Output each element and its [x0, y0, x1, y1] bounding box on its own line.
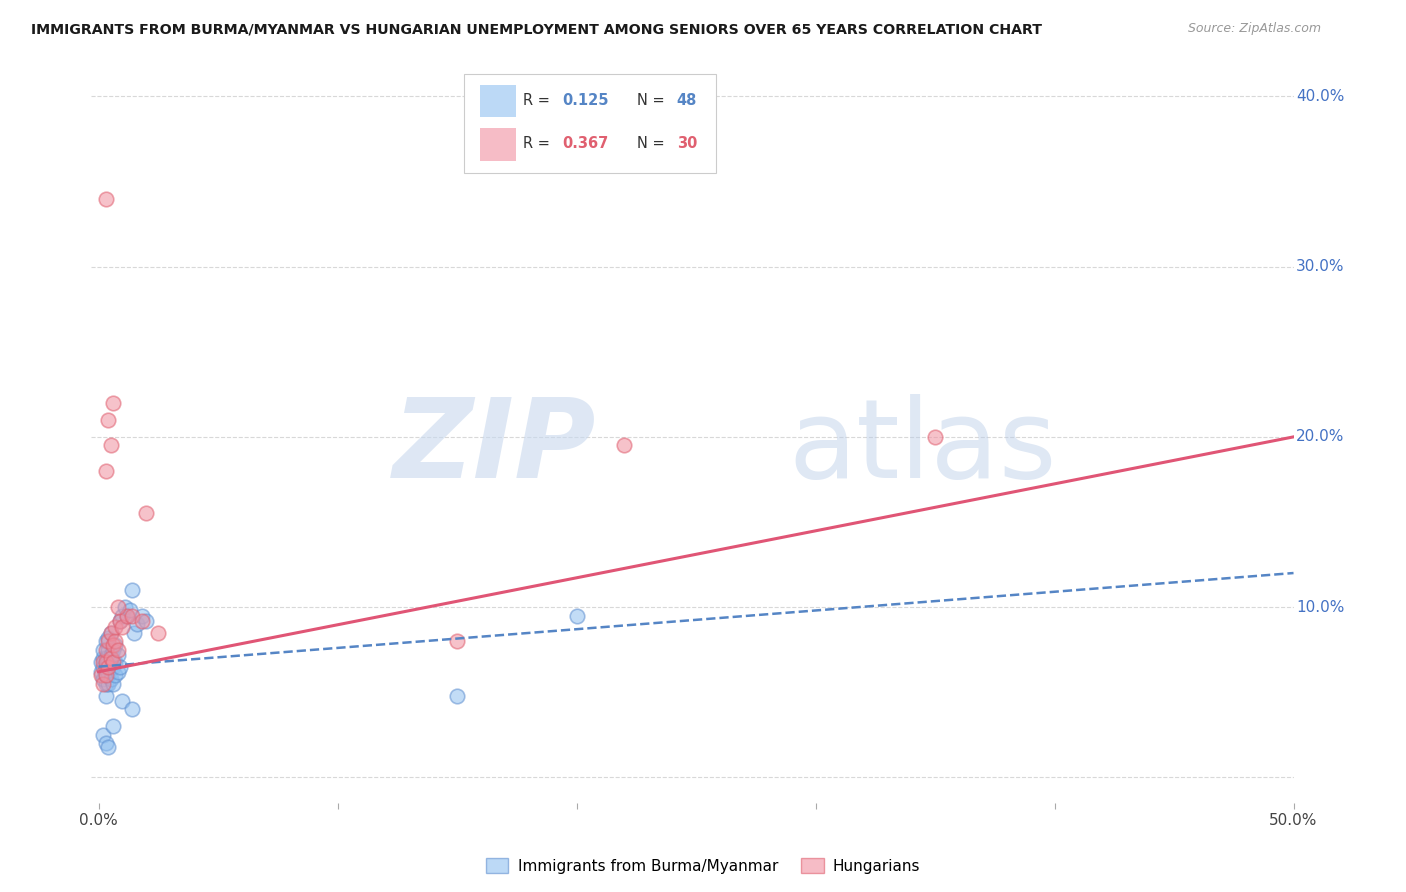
- Point: [97, 659, 120, 673]
- Point: [101, 642, 124, 657]
- Text: R =: R =: [523, 94, 554, 108]
- Text: N =: N =: [637, 94, 669, 108]
- Point: [94, 192, 117, 206]
- Point: [90, 668, 112, 682]
- Point: [125, 617, 148, 632]
- Point: [111, 694, 134, 708]
- Point: [108, 659, 131, 673]
- FancyBboxPatch shape: [479, 85, 516, 117]
- Point: [148, 625, 170, 640]
- Text: 10.0%: 10.0%: [1296, 599, 1344, 615]
- FancyBboxPatch shape: [464, 73, 717, 173]
- Point: [124, 625, 146, 640]
- Point: [90, 665, 112, 679]
- Point: [101, 638, 124, 652]
- Point: [104, 620, 127, 634]
- Point: [107, 600, 129, 615]
- Point: [91, 728, 114, 742]
- Point: [135, 507, 157, 521]
- Point: [114, 600, 136, 615]
- Point: [107, 665, 129, 679]
- Point: [94, 651, 117, 665]
- Point: [94, 736, 117, 750]
- Point: [91, 676, 114, 690]
- Point: [111, 608, 134, 623]
- Point: [94, 634, 117, 648]
- Point: [97, 739, 120, 754]
- Point: [97, 676, 120, 690]
- Text: 30: 30: [676, 136, 697, 151]
- Point: [94, 655, 117, 669]
- Point: [90, 655, 112, 669]
- Point: [100, 659, 122, 673]
- Legend: Immigrants from Burma/Myanmar, Hungarians: Immigrants from Burma/Myanmar, Hungarian…: [479, 852, 927, 880]
- Point: [94, 676, 117, 690]
- Point: [94, 668, 117, 682]
- Point: [446, 634, 468, 648]
- Point: [91, 651, 114, 665]
- Point: [121, 702, 143, 716]
- Point: [121, 582, 143, 597]
- Point: [94, 464, 117, 478]
- Point: [94, 668, 117, 682]
- Point: [91, 655, 114, 669]
- Point: [118, 603, 141, 617]
- Text: 40.0%: 40.0%: [1296, 89, 1344, 104]
- Point: [94, 659, 117, 673]
- Point: [97, 631, 120, 645]
- Point: [94, 642, 117, 657]
- Point: [107, 642, 129, 657]
- Point: [104, 638, 127, 652]
- Point: [97, 655, 120, 669]
- Point: [94, 689, 117, 703]
- Point: [100, 625, 122, 640]
- Point: [100, 648, 122, 662]
- Point: [104, 668, 127, 682]
- Text: 30.0%: 30.0%: [1296, 260, 1344, 274]
- Text: ZIP: ZIP: [392, 394, 596, 501]
- Point: [97, 642, 120, 657]
- Text: atlas: atlas: [789, 394, 1057, 501]
- Point: [104, 655, 127, 669]
- Text: 0.125: 0.125: [562, 94, 609, 108]
- Text: N =: N =: [637, 136, 669, 151]
- Point: [108, 614, 131, 628]
- Point: [100, 651, 122, 665]
- Point: [107, 648, 129, 662]
- Point: [121, 608, 143, 623]
- Point: [613, 438, 636, 452]
- Text: 20.0%: 20.0%: [1296, 429, 1344, 444]
- Point: [100, 625, 122, 640]
- Point: [135, 614, 157, 628]
- Point: [115, 608, 138, 623]
- Point: [565, 608, 588, 623]
- Point: [101, 396, 124, 410]
- Point: [131, 614, 153, 628]
- Text: Source: ZipAtlas.com: Source: ZipAtlas.com: [1188, 22, 1322, 36]
- Point: [104, 634, 127, 648]
- Point: [91, 672, 114, 686]
- Point: [101, 676, 124, 690]
- Point: [446, 689, 468, 703]
- Point: [97, 668, 120, 682]
- Point: [101, 719, 124, 733]
- Point: [108, 614, 131, 628]
- Text: 48: 48: [676, 94, 697, 108]
- Text: R =: R =: [523, 136, 554, 151]
- Point: [97, 413, 120, 427]
- Point: [111, 620, 134, 634]
- Point: [131, 608, 153, 623]
- Point: [91, 642, 114, 657]
- Point: [101, 659, 124, 673]
- Point: [924, 430, 946, 444]
- Text: 0.367: 0.367: [562, 136, 609, 151]
- Point: [101, 655, 124, 669]
- FancyBboxPatch shape: [479, 128, 516, 161]
- Point: [100, 438, 122, 452]
- Point: [97, 634, 120, 648]
- Text: IMMIGRANTS FROM BURMA/MYANMAR VS HUNGARIAN UNEMPLOYMENT AMONG SENIORS OVER 65 YE: IMMIGRANTS FROM BURMA/MYANMAR VS HUNGARI…: [31, 22, 1042, 37]
- Point: [100, 672, 122, 686]
- Point: [115, 608, 138, 623]
- Point: [91, 659, 114, 673]
